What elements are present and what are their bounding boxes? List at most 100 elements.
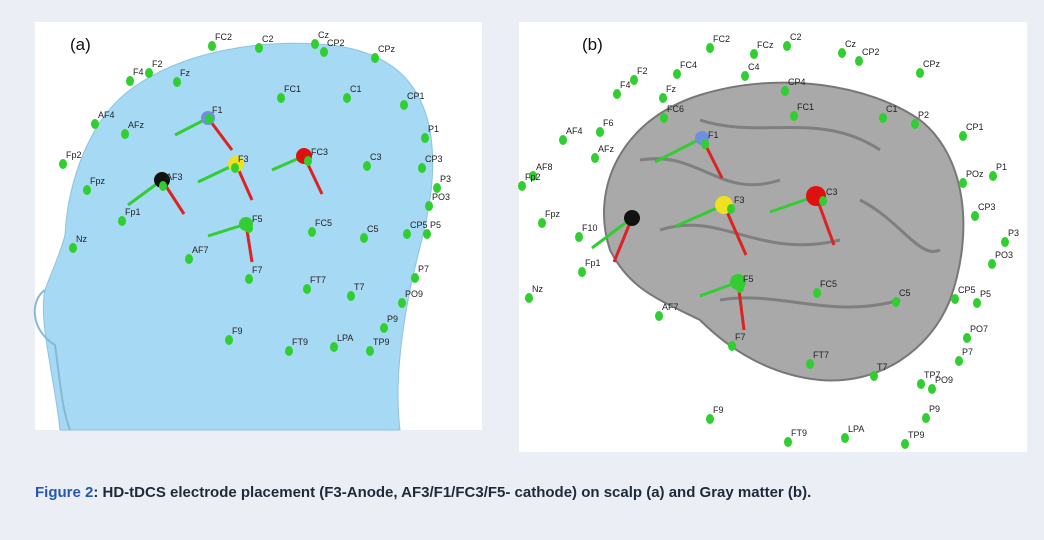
electrode bbox=[403, 229, 411, 239]
electrode-label: FT7 bbox=[813, 350, 829, 360]
electrode-label: CP2 bbox=[862, 47, 880, 57]
electrode bbox=[159, 181, 167, 191]
electrode-label: Fp1 bbox=[585, 258, 601, 268]
figure-number: Figure 2 bbox=[35, 484, 93, 501]
electrode-label: F10 bbox=[582, 223, 598, 233]
electrode-label: Cz bbox=[845, 39, 856, 49]
electrode bbox=[83, 185, 91, 195]
electrode bbox=[398, 298, 406, 308]
electrode bbox=[421, 133, 429, 143]
electrode-label: TP9 bbox=[373, 337, 390, 347]
electrode bbox=[400, 100, 408, 110]
caption-text: : HD-tDCS electrode placement (F3-Anode,… bbox=[93, 484, 811, 501]
electrode bbox=[91, 119, 99, 129]
electrode-label: P7 bbox=[418, 264, 429, 274]
electrode-label: FCz bbox=[757, 40, 774, 50]
electrode bbox=[790, 111, 798, 121]
electrode bbox=[360, 233, 368, 243]
panel-label: (a) bbox=[70, 35, 91, 54]
electrode bbox=[118, 216, 126, 226]
electrode bbox=[911, 119, 919, 129]
electrode-label: C1 bbox=[350, 84, 362, 94]
electrode bbox=[706, 43, 714, 53]
electrode bbox=[741, 71, 749, 81]
electrode-label: POz bbox=[966, 169, 984, 179]
electrode bbox=[928, 384, 936, 394]
electrode bbox=[673, 69, 681, 79]
electrode bbox=[559, 135, 567, 145]
electrode-label: FT9 bbox=[292, 337, 308, 347]
electrode bbox=[411, 273, 419, 283]
electrode-label: PO3 bbox=[432, 192, 450, 202]
electrode bbox=[578, 267, 586, 277]
electrode-label: F3 bbox=[238, 154, 249, 164]
electrode-label: C3 bbox=[826, 187, 838, 197]
electrode bbox=[728, 341, 736, 351]
caption: Figure 2: HD-tDCS electrode placement (F… bbox=[35, 482, 1020, 503]
electrode-label: P9 bbox=[929, 404, 940, 414]
electrode-label: AF8 bbox=[536, 162, 553, 172]
electrode-label: F2 bbox=[637, 66, 648, 76]
electrode-label: P7 bbox=[962, 347, 973, 357]
electrode bbox=[173, 77, 181, 87]
electrode bbox=[575, 232, 583, 242]
electrode-label: Fpz bbox=[545, 209, 561, 219]
electrode-label: F9 bbox=[232, 326, 243, 336]
electrode bbox=[901, 439, 909, 449]
electrode bbox=[308, 227, 316, 237]
electrode-label: CP5 bbox=[958, 285, 976, 295]
electrode bbox=[706, 414, 714, 424]
electrode bbox=[277, 93, 285, 103]
electrode bbox=[806, 359, 814, 369]
electrode bbox=[736, 283, 744, 293]
electrode bbox=[285, 346, 293, 356]
electrode-label: FC3 bbox=[311, 147, 328, 157]
electrode-label: P3 bbox=[1008, 228, 1019, 238]
electrode bbox=[596, 127, 604, 137]
electrode bbox=[955, 356, 963, 366]
electrode bbox=[838, 48, 846, 58]
electrode-label: F4 bbox=[133, 67, 144, 77]
electrode bbox=[1001, 237, 1009, 247]
electrode-label: AF3 bbox=[166, 172, 183, 182]
electrode bbox=[69, 243, 77, 253]
electrode-label: Fpz bbox=[90, 176, 106, 186]
electrode bbox=[418, 163, 426, 173]
electrode-label: C4 bbox=[748, 62, 760, 72]
electrode-label: CP1 bbox=[407, 91, 425, 101]
electrode-label: PO7 bbox=[970, 324, 988, 334]
electrode bbox=[425, 201, 433, 211]
electrode-label: C5 bbox=[367, 224, 379, 234]
electrode bbox=[185, 254, 193, 264]
electrode-label: FC4 bbox=[680, 60, 697, 70]
electrode bbox=[330, 342, 338, 352]
electrode bbox=[655, 311, 663, 321]
electrode-label: C1 bbox=[886, 104, 898, 114]
electrode-label: C5 bbox=[899, 288, 911, 298]
electrode bbox=[922, 413, 930, 423]
electrode-label: CPz bbox=[923, 59, 941, 69]
electrode-label: T7 bbox=[354, 282, 365, 292]
electrode bbox=[783, 41, 791, 51]
electrode-label: Fz bbox=[666, 84, 676, 94]
electrode bbox=[538, 218, 546, 228]
electrode bbox=[917, 379, 925, 389]
electrode-label: PO9 bbox=[405, 289, 423, 299]
electrode-label: P2 bbox=[918, 110, 929, 120]
electrode bbox=[813, 288, 821, 298]
electrode bbox=[320, 47, 328, 57]
electrode bbox=[971, 211, 979, 221]
electrode bbox=[366, 346, 374, 356]
electrode-label: P9 bbox=[387, 314, 398, 324]
electrode bbox=[750, 49, 758, 59]
electrode-label: P5 bbox=[430, 220, 441, 230]
electrode bbox=[225, 335, 233, 345]
electrode bbox=[916, 68, 924, 78]
electrode-label: TP9 bbox=[908, 430, 925, 440]
electrode bbox=[363, 161, 371, 171]
electrode-label: T7 bbox=[877, 362, 888, 372]
electrode-label: CP4 bbox=[788, 77, 806, 87]
electrode bbox=[959, 131, 967, 141]
electrode-label: LPA bbox=[848, 424, 864, 434]
electrode bbox=[659, 93, 667, 103]
